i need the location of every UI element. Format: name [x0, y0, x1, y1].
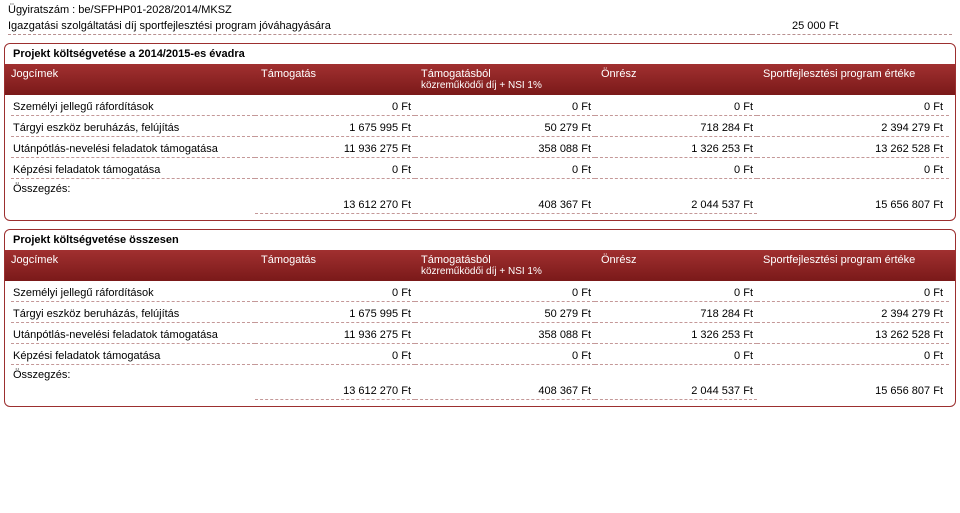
summary-spacer	[11, 197, 255, 214]
cell-value: 358 088 Ft	[415, 323, 595, 344]
header-onresz: Önrész	[595, 250, 757, 281]
table-row: Utánpótlás-nevelési feladatok támogatása…	[11, 323, 949, 344]
table-row: Képzési feladatok támogatása 0 Ft 0 Ft 0…	[11, 344, 949, 365]
row-label: Tárgyi eszköz beruházás, felújítás	[11, 302, 255, 323]
table-row: Tárgyi eszköz beruházás, felújítás 1 675…	[11, 116, 949, 137]
summary-value: 2 044 537 Ft	[595, 383, 757, 400]
cell-value: 718 284 Ft	[595, 302, 757, 323]
section1-header-row: Jogcímek Támogatás Támogatásból közreműk…	[5, 64, 955, 95]
section1-summary-row: 13 612 270 Ft 408 367 Ft 2 044 537 Ft 15…	[11, 197, 949, 216]
row-label: Képzési feladatok támogatása	[11, 344, 255, 365]
cell-value: 13 262 528 Ft	[757, 137, 949, 158]
table-row: Utánpótlás-nevelési feladatok támogatása…	[11, 137, 949, 158]
row-label: Tárgyi eszköz beruházás, felújítás	[11, 116, 255, 137]
budget-section-2014-2015: Projekt költségvetése a 2014/2015-es éva…	[4, 43, 956, 221]
cell-value: 0 Ft	[415, 281, 595, 302]
admin-fee-row: Igazgatási szolgáltatási díj sportfejles…	[8, 20, 952, 35]
cell-value: 0 Ft	[255, 158, 415, 179]
header-tamogatas: Támogatás	[255, 250, 415, 281]
header-onresz: Önrész	[595, 64, 757, 95]
section2-title: Projekt költségvetése összesen	[5, 230, 955, 250]
cell-value: 0 Ft	[757, 158, 949, 179]
summary-value: 13 612 270 Ft	[255, 383, 415, 400]
table-row: Személyi jellegű ráfordítások 0 Ft 0 Ft …	[11, 95, 949, 116]
cell-value: 50 279 Ft	[415, 116, 595, 137]
admin-fee-value: 25 000 Ft	[752, 20, 952, 35]
row-label: Személyi jellegű ráfordítások	[11, 95, 255, 116]
section1-summary-label: Összegzés:	[5, 179, 955, 195]
summary-value: 2 044 537 Ft	[595, 197, 757, 214]
admin-fee-label: Igazgatási szolgáltatási díj sportfejles…	[8, 20, 752, 35]
section2-header-row: Jogcímek Támogatás Támogatásból közreműk…	[5, 250, 955, 281]
cell-value: 1 675 995 Ft	[255, 116, 415, 137]
cell-value: 0 Ft	[595, 344, 757, 365]
row-label: Képzési feladatok támogatása	[11, 158, 255, 179]
cell-value: 0 Ft	[757, 281, 949, 302]
header-program-erteke: Sportfejlesztési program értéke	[757, 250, 955, 281]
row-label: Személyi jellegű ráfordítások	[11, 281, 255, 302]
row-label: Utánpótlás-nevelési feladatok támogatása	[11, 323, 255, 344]
header-tamogatasbol: Támogatásból közreműködői díj + NSI 1%	[415, 64, 595, 95]
cell-value: 0 Ft	[415, 158, 595, 179]
cell-value: 0 Ft	[255, 95, 415, 116]
cell-value: 358 088 Ft	[415, 137, 595, 158]
section2-summary-label: Összegzés:	[5, 365, 955, 381]
cell-value: 0 Ft	[757, 95, 949, 116]
section2-summary-row: 13 612 270 Ft 408 367 Ft 2 044 537 Ft 15…	[11, 383, 949, 402]
summary-value: 13 612 270 Ft	[255, 197, 415, 214]
cell-value: 1 326 253 Ft	[595, 323, 757, 344]
row-label: Utánpótlás-nevelési feladatok támogatása	[11, 137, 255, 158]
header-jogcimek: Jogcímek	[5, 64, 255, 95]
cell-value: 2 394 279 Ft	[757, 116, 949, 137]
cell-value: 0 Ft	[255, 344, 415, 365]
section1-title: Projekt költségvetése a 2014/2015-es éva…	[5, 44, 955, 64]
header-tamogatasbol-line1: Támogatásból	[421, 68, 589, 80]
cell-value: 0 Ft	[595, 281, 757, 302]
header-tamogatasbol: Támogatásból közreműködői díj + NSI 1%	[415, 250, 595, 281]
header-tamogatasbol-line2: közreműködői díj + NSI 1%	[421, 80, 589, 91]
cell-value: 11 936 275 Ft	[255, 137, 415, 158]
cell-value: 1 326 253 Ft	[595, 137, 757, 158]
summary-value: 408 367 Ft	[415, 383, 595, 400]
document-number: Ügyiratszám : be/SFPHP01-2028/2014/MKSZ	[0, 0, 960, 18]
cell-value: 13 262 528 Ft	[757, 323, 949, 344]
cell-value: 718 284 Ft	[595, 116, 757, 137]
cell-value: 11 936 275 Ft	[255, 323, 415, 344]
summary-spacer	[11, 383, 255, 400]
cell-value: 2 394 279 Ft	[757, 302, 949, 323]
cell-value: 50 279 Ft	[415, 302, 595, 323]
cell-value: 0 Ft	[595, 158, 757, 179]
cell-value: 0 Ft	[415, 95, 595, 116]
table-row: Személyi jellegű ráfordítások 0 Ft 0 Ft …	[11, 281, 949, 302]
header-jogcimek: Jogcímek	[5, 250, 255, 281]
cell-value: 0 Ft	[255, 281, 415, 302]
cell-value: 0 Ft	[595, 95, 757, 116]
cell-value: 0 Ft	[415, 344, 595, 365]
header-tamogatasbol-line2: közreműködői díj + NSI 1%	[421, 266, 589, 277]
summary-value: 15 656 807 Ft	[757, 197, 949, 214]
header-program-erteke: Sportfejlesztési program értéke	[757, 64, 955, 95]
header-tamogatas: Támogatás	[255, 64, 415, 95]
budget-section-total: Projekt költségvetése összesen Jogcímek …	[4, 229, 956, 407]
header-tamogatasbol-line1: Támogatásból	[421, 254, 589, 266]
summary-value: 15 656 807 Ft	[757, 383, 949, 400]
table-row: Tárgyi eszköz beruházás, felújítás 1 675…	[11, 302, 949, 323]
cell-value: 1 675 995 Ft	[255, 302, 415, 323]
table-row: Képzési feladatok támogatása 0 Ft 0 Ft 0…	[11, 158, 949, 179]
summary-value: 408 367 Ft	[415, 197, 595, 214]
cell-value: 0 Ft	[757, 344, 949, 365]
